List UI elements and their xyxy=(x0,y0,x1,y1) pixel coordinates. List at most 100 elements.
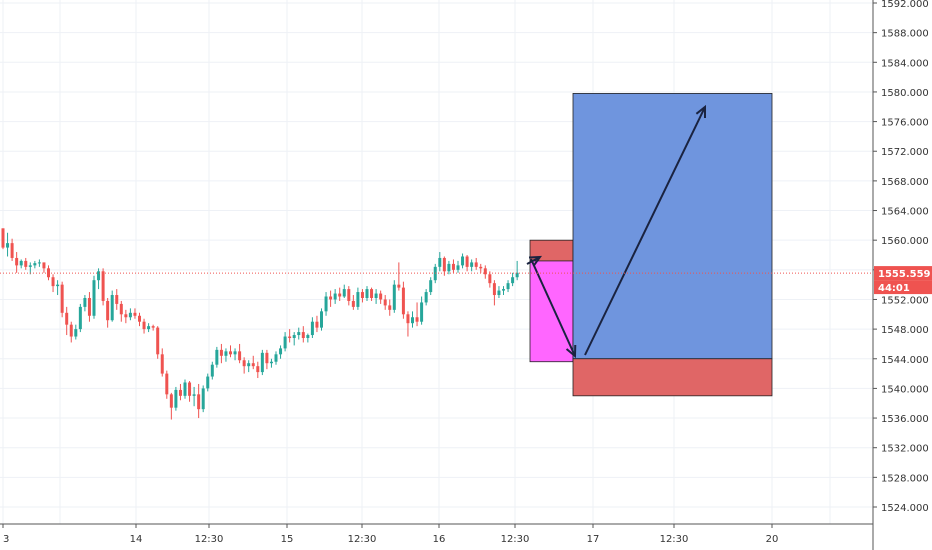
candle-body[interactable] xyxy=(392,284,396,310)
candle-body[interactable] xyxy=(315,321,319,328)
candle-body[interactable] xyxy=(269,361,273,364)
candle-body[interactable] xyxy=(174,389,178,408)
candle-body[interactable] xyxy=(65,312,69,325)
candle-body[interactable] xyxy=(10,243,14,258)
candle-body[interactable] xyxy=(388,305,392,310)
candle-body[interactable] xyxy=(87,297,91,316)
candle-body[interactable] xyxy=(224,351,228,356)
candle-body[interactable] xyxy=(15,257,19,266)
candle-body[interactable] xyxy=(351,300,355,307)
candle-body[interactable] xyxy=(83,297,87,307)
candle-body[interactable] xyxy=(69,324,73,337)
candle-body[interactable] xyxy=(279,348,283,355)
candle-body[interactable] xyxy=(138,315,141,322)
candle-body[interactable] xyxy=(74,329,78,337)
candle-body[interactable] xyxy=(383,299,387,306)
candle-body[interactable] xyxy=(251,363,255,367)
candle-body[interactable] xyxy=(288,336,292,339)
candle-body[interactable] xyxy=(442,257,446,272)
candle-body[interactable] xyxy=(310,321,314,336)
candle-body[interactable] xyxy=(178,389,182,396)
candle-body[interactable] xyxy=(265,352,269,364)
candle-body[interactable] xyxy=(306,335,310,339)
candle-body[interactable] xyxy=(1,228,5,248)
projection-arrow-down[interactable] xyxy=(530,258,576,357)
candle-body[interactable] xyxy=(133,312,137,316)
projection-arrow-up[interactable] xyxy=(584,106,706,356)
candle-body[interactable] xyxy=(128,312,132,318)
candle-body[interactable] xyxy=(110,295,114,321)
candle-body[interactable] xyxy=(429,280,433,293)
candle-body[interactable] xyxy=(492,283,496,296)
candle-body[interactable] xyxy=(42,262,46,269)
candle-body[interactable] xyxy=(324,296,328,312)
candle-body[interactable] xyxy=(397,284,401,288)
candle-body[interactable] xyxy=(97,271,101,281)
candle-body[interactable] xyxy=(301,332,305,339)
candle-body[interactable] xyxy=(215,349,219,365)
candle-body[interactable] xyxy=(233,351,237,355)
candle-body[interactable] xyxy=(147,326,151,330)
candle-body[interactable] xyxy=(474,262,478,267)
candle-body[interactable] xyxy=(60,284,64,313)
candle-body[interactable] xyxy=(119,303,123,315)
candle-body[interactable] xyxy=(329,296,333,300)
candle-body[interactable] xyxy=(370,289,374,298)
candle-body[interactable] xyxy=(497,290,501,296)
candle-body[interactable] xyxy=(6,243,10,248)
candle-body[interactable] xyxy=(297,332,301,336)
candle-body[interactable] xyxy=(274,354,278,362)
candle-body[interactable] xyxy=(151,326,155,328)
candle-body[interactable] xyxy=(401,287,405,315)
candle-body[interactable] xyxy=(360,292,364,298)
candle-body[interactable] xyxy=(506,283,510,290)
candle-body[interactable] xyxy=(219,349,223,356)
candle-body[interactable] xyxy=(229,351,232,355)
candle-body[interactable] xyxy=(156,327,160,355)
candle-body[interactable] xyxy=(169,394,173,408)
candle-body[interactable] xyxy=(451,263,455,270)
candle-body[interactable] xyxy=(283,336,287,349)
candle-body[interactable] xyxy=(256,366,260,373)
candle-body[interactable] xyxy=(320,311,323,328)
candle-body[interactable] xyxy=(292,335,296,339)
candle-body[interactable] xyxy=(379,293,383,300)
candle-body[interactable] xyxy=(56,284,60,287)
candle-body[interactable] xyxy=(333,293,337,300)
candle-body[interactable] xyxy=(242,360,246,367)
candle-body[interactable] xyxy=(347,289,351,301)
candle-body[interactable] xyxy=(420,302,424,322)
candle-body[interactable] xyxy=(238,351,242,361)
candle-body[interactable] xyxy=(424,292,428,303)
long-stop-zone[interactable] xyxy=(572,358,773,397)
candle-body[interactable] xyxy=(78,306,82,330)
candle-body[interactable] xyxy=(197,394,201,410)
candle-body[interactable] xyxy=(101,271,105,301)
candles-layer[interactable] xyxy=(1,228,519,420)
candle-body[interactable] xyxy=(188,382,192,396)
candle-body[interactable] xyxy=(342,289,346,297)
candle-body[interactable] xyxy=(502,289,505,291)
candle-body[interactable] xyxy=(37,262,41,264)
candle-body[interactable] xyxy=(465,256,469,267)
candle-body[interactable] xyxy=(160,354,164,374)
candle-body[interactable] xyxy=(406,314,410,324)
candle-body[interactable] xyxy=(51,277,55,287)
candle-body[interactable] xyxy=(201,388,205,410)
candle-body[interactable] xyxy=(210,364,214,377)
candle-body[interactable] xyxy=(115,295,119,304)
candle-body[interactable] xyxy=(356,292,360,307)
candle-body[interactable] xyxy=(456,265,460,270)
candle-body[interactable] xyxy=(106,300,110,321)
candle-body[interactable] xyxy=(260,352,264,373)
short-target-zone[interactable] xyxy=(529,260,574,363)
candle-body[interactable] xyxy=(411,317,414,324)
candle-body[interactable] xyxy=(165,373,169,395)
candle-body[interactable] xyxy=(483,268,487,275)
candle-body[interactable] xyxy=(438,257,442,267)
candle-body[interactable] xyxy=(206,376,210,389)
candle-body[interactable] xyxy=(374,293,378,298)
candle-body[interactable] xyxy=(461,256,465,266)
candle-body[interactable] xyxy=(24,260,28,267)
